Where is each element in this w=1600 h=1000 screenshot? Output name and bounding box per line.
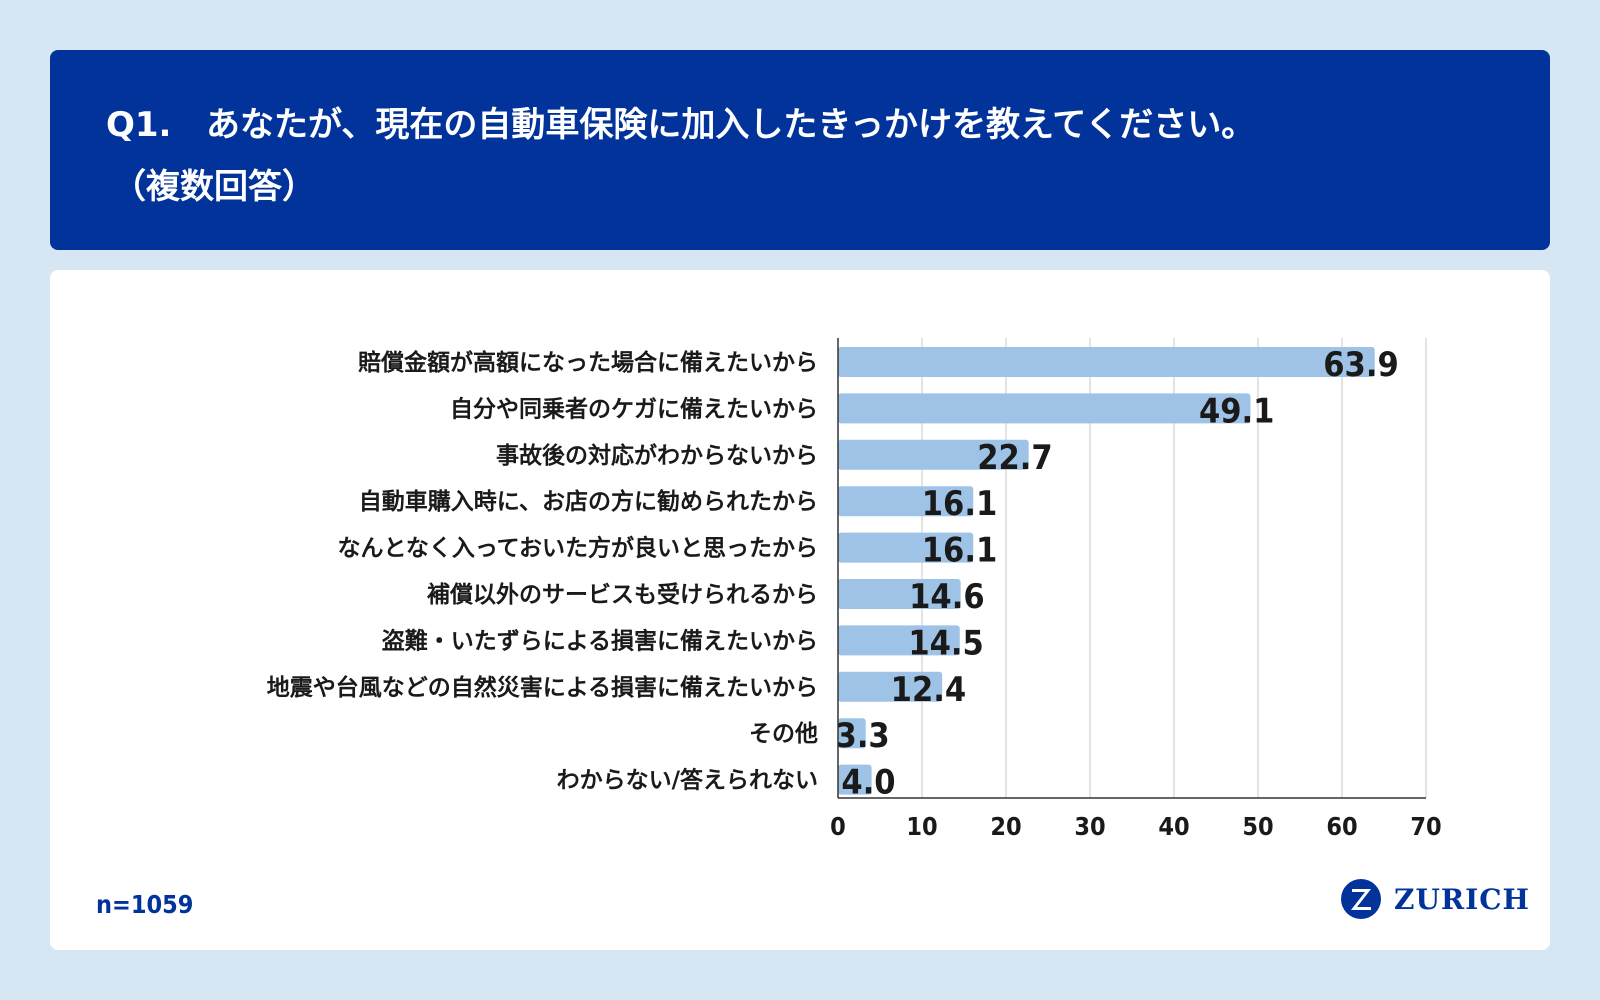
bar-1 [838, 347, 1375, 377]
sample-size-note: n=1059 [96, 890, 194, 919]
value-label-10: 4.0 [841, 763, 895, 803]
category-label-4: 自動車購入時に、お店の方に勧められたから [359, 488, 818, 515]
x-tick-label-0: 0 [830, 812, 846, 841]
value-label-8: 12.4 [891, 670, 966, 710]
bar-4 [838, 486, 974, 517]
category-label-1: 賠償金額が高額になった場合に備えたいから [358, 349, 818, 376]
bar-8 [838, 671, 943, 702]
bar-3 [838, 439, 1029, 470]
value-label-1: 63.9 [1323, 345, 1398, 385]
value-label-2: 49.1 [1199, 391, 1274, 431]
x-tick-label-10: 10 [906, 812, 937, 841]
bar-6 [838, 579, 961, 609]
x-tick-label-60: 60 [1326, 812, 1357, 841]
category-label-9: その他 [749, 721, 818, 747]
category-label-3: 事故後の対応がわからないから [496, 442, 818, 469]
question-note: （複数回答） [112, 167, 316, 207]
x-tick-label-30: 30 [1074, 812, 1105, 841]
bar-9 [838, 718, 866, 749]
x-tick-label-50: 50 [1242, 812, 1273, 841]
category-label-10: わからない/答えられない [557, 767, 818, 794]
value-label-3: 22.7 [977, 438, 1052, 478]
question-header: Q1. あなたが、現在の自動車保険に加入したきっかけを教えてください。 （複数回答… [50, 50, 1550, 250]
category-label-7: 盗難・いたずらによる損害に備えたいから [382, 627, 818, 654]
question-text: あなたが、現在の自動車保険に加入したきっかけを教えてください。 [206, 105, 1256, 145]
zurich-logo: ZURICH [1340, 878, 1530, 920]
bar-10 [838, 764, 872, 795]
category-label-5: なんとなく入っておいた方が良いと思ったから [338, 535, 818, 562]
zurich-z-icon [1341, 879, 1381, 919]
value-label-5: 16.1 [922, 531, 997, 571]
bar-7 [838, 625, 960, 656]
value-label-7: 14.5 [908, 623, 983, 663]
bar-chart: 賠償金額が高額になった場合に備えたいから 63.9 自分や同乗者のケガに備えたいから… [267, 338, 1442, 841]
category-label-6: 補償以外のサービスも受けられるから [426, 581, 818, 608]
value-label-4: 16.1 [922, 484, 997, 524]
question-number: Q1. [106, 105, 172, 145]
x-tick-label-40: 40 [1158, 812, 1189, 841]
chart-panel: 賠償金額が高額になった場合に備えたいから 63.9 自分や同乗者のケガに備えたいから… [50, 270, 1550, 950]
bar-5 [838, 532, 974, 563]
x-tick-label-20: 20 [990, 812, 1021, 841]
question-line: Q1. あなたが、現在の自動車保険に加入したきっかけを教えてください。 [106, 94, 1550, 156]
value-label-9: 3.3 [836, 716, 890, 756]
category-label-8: 地震や台風などの自然災害による損害に備えたいから [267, 674, 818, 701]
brand-name: ZURICH [1394, 882, 1530, 916]
value-label-6: 14.6 [909, 577, 984, 617]
bar-2 [838, 393, 1251, 424]
x-tick-label-70: 70 [1410, 812, 1441, 841]
category-label-2: 自分や同乗者のケガに備えたいから [450, 395, 818, 422]
